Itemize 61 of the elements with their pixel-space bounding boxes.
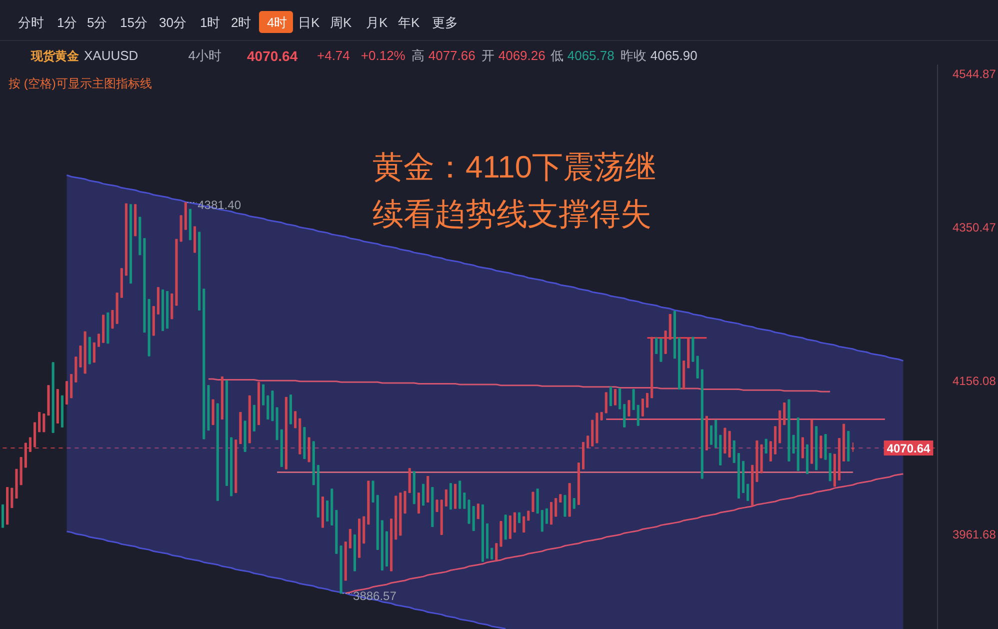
candlestick: [764, 438, 768, 454]
series-label: 4070.64: [886, 442, 931, 456]
candlestick: [572, 498, 576, 509]
candlestick: [92, 342, 96, 363]
candlestick: [604, 392, 608, 414]
candlestick: [513, 512, 516, 533]
candlestick: [444, 489, 448, 507]
text: 黄金：4110下震荡继续看趋势线支撑得失: [372, 149, 656, 232]
y-tick-label: 4544.87: [952, 66, 996, 81]
candlestick: [710, 425, 713, 445]
candlestick: [508, 515, 512, 540]
candlestick: [586, 435, 590, 448]
candlestick: [545, 508, 548, 524]
y-tick-label: 4156.08: [952, 374, 996, 388]
candlestick: [38, 412, 41, 432]
candlestick: [732, 440, 736, 464]
candlestick: [769, 440, 772, 462]
candlestick: [422, 484, 425, 506]
y-tick-label: 3961.68: [952, 528, 996, 542]
candlestick: [70, 374, 73, 398]
line-series: [66, 530, 506, 629]
candlestick: [632, 389, 635, 410]
annotation: 4381.40: [198, 198, 242, 212]
candlestick: [65, 380, 68, 405]
y-tick-label: 4350.47: [952, 220, 996, 234]
annotation: 按 (空格)可显示主图指标线: [8, 76, 152, 91]
candlestick: [628, 400, 630, 417]
candlestick: [664, 330, 667, 354]
candlestick: [518, 512, 521, 524]
candlestick: [852, 442, 854, 452]
text: 分时 1分 5分 15分 30分 1时 2时 4时 日K 周K 月K 年K 更多: [18, 15, 458, 30]
candlestick: [266, 395, 270, 420]
candlestick: [294, 410, 297, 428]
annotation: 3886.57: [353, 588, 397, 603]
candlestick: [97, 333, 100, 348]
candlestick: [262, 384, 265, 406]
candlestick: [609, 386, 612, 406]
candlestick: [783, 402, 786, 426]
candlestick: [564, 494, 566, 517]
candlestick: [2, 504, 4, 528]
candlestick: [646, 392, 649, 408]
candlestick: [623, 404, 626, 428]
text: 现货黄金 XAUUSD 4小时 4070.64 +4.74 +0.12% 高 4077.66 开 4069.26 低 4065.78 昨收 4065.90: [31, 48, 698, 64]
candlestick: [554, 498, 558, 517]
candlestick: [417, 492, 420, 514]
candlestick: [636, 404, 640, 426]
candlestick: [490, 548, 494, 560]
candlestick: [326, 500, 329, 522]
candlestick: [540, 510, 544, 532]
line-series: [208, 378, 831, 392]
candlestick: [28, 437, 32, 452]
candlestick: [641, 398, 644, 417]
candlestick: [476, 503, 480, 520]
candlestick: [746, 484, 750, 501]
candlestick: [618, 388, 622, 410]
candlestick: [550, 502, 553, 525]
candlestick: [801, 437, 804, 458]
candlestick: [820, 435, 822, 459]
candlestick: [614, 388, 617, 406]
candlestick: [522, 516, 526, 533]
candlestick: [348, 528, 352, 549]
